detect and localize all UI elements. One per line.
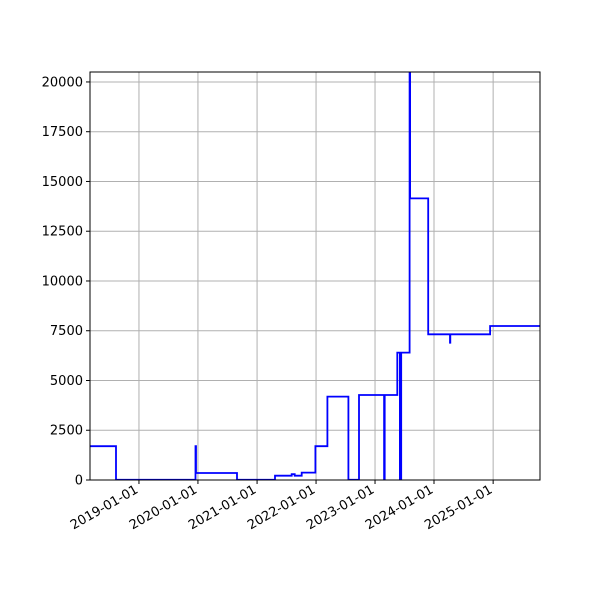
y-tick-label: 17500 [42,125,83,140]
series-line [90,72,540,480]
y-tick-label: 12500 [42,225,83,240]
y-tick-label: 10000 [42,274,83,289]
plot-frame [89,71,541,481]
x-tick-label: 2025-01-01 [422,482,495,533]
y-tick-label: 7500 [50,324,83,339]
y-tick-label: 15000 [42,175,83,190]
y-tick-label: 5000 [50,374,83,389]
grid [90,72,540,481]
y-tick-label: 20000 [42,75,83,90]
axis-ticks: 2019-01-012020-01-012021-01-012022-01-01… [42,75,496,533]
y-tick-label: 0 [75,474,83,489]
y-tick-label: 2500 [50,424,83,439]
